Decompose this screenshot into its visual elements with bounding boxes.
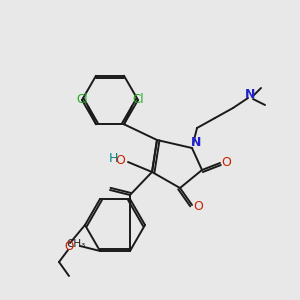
Text: O: O [115,154,125,166]
Text: H: H [109,152,118,166]
Text: O: O [221,155,231,169]
Text: Cl: Cl [76,93,88,106]
Text: O: O [64,239,74,253]
Text: O: O [193,200,203,214]
Text: Cl: Cl [132,93,144,106]
Text: CH₃: CH₃ [66,239,85,249]
Text: N: N [245,88,255,101]
Text: N: N [191,136,201,148]
